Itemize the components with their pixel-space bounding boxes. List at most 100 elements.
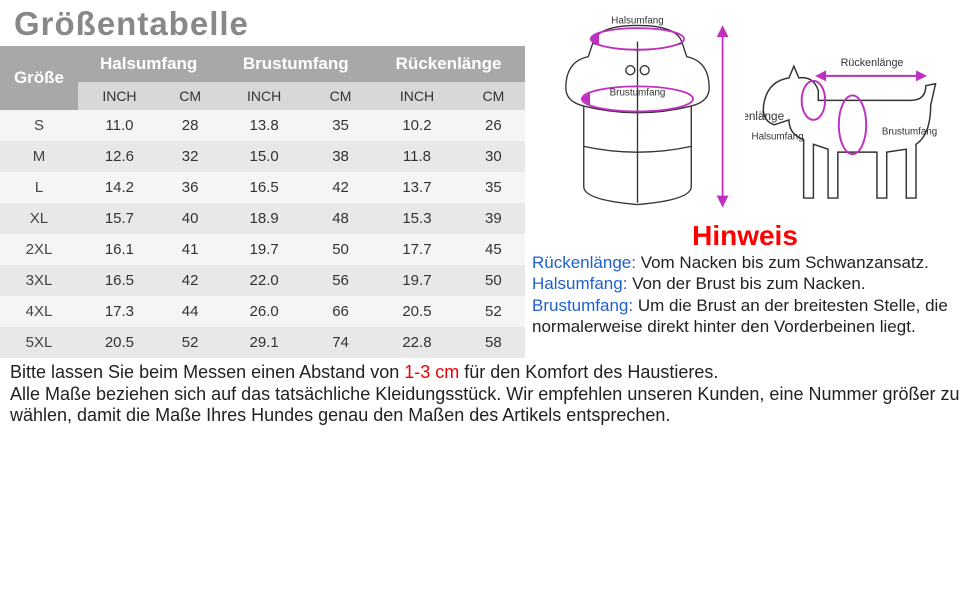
- cell: 20.5: [78, 327, 161, 358]
- cell: S: [0, 110, 78, 141]
- dog-back-label: Rückenlänge: [841, 57, 904, 69]
- cell: 19.7: [219, 234, 309, 265]
- cell: 3XL: [0, 265, 78, 296]
- size-table: Größe Halsumfang Brustumfang Rückenlänge…: [0, 46, 525, 358]
- note1b: für den Komfort des Haustieres.: [459, 362, 718, 382]
- cell: 36: [161, 172, 219, 203]
- table-row: 2XL16.14119.75017.745: [0, 234, 525, 265]
- table-section: Größentabelle Größe Halsumfang Brustumfa…: [0, 0, 525, 358]
- cell: 16.5: [78, 265, 161, 296]
- cell: 15.0: [219, 141, 309, 172]
- cell: 52: [161, 327, 219, 358]
- cell: 52: [462, 296, 525, 327]
- cell: 13.8: [219, 110, 309, 141]
- cell: 74: [309, 327, 372, 358]
- diagrams: Halsumfang Brustumfang Rückenlänge: [530, 5, 960, 225]
- cell: 26.0: [219, 296, 309, 327]
- table-row: XL15.74018.94815.339: [0, 203, 525, 234]
- cell: 22.0: [219, 265, 309, 296]
- cell: 41: [161, 234, 219, 265]
- unit-row: INCH CM INCH CM INCH CM: [0, 82, 525, 110]
- cell: 15.7: [78, 203, 161, 234]
- cell: 15.3: [372, 203, 462, 234]
- cell: 17.7: [372, 234, 462, 265]
- cell: 4XL: [0, 296, 78, 327]
- col-back: Rückenlänge: [372, 46, 525, 82]
- top-section: Größentabelle Größe Halsumfang Brustumfa…: [0, 0, 970, 358]
- cell: 17.3: [78, 296, 161, 327]
- unit-cm: CM: [462, 82, 525, 110]
- cell: 42: [309, 172, 372, 203]
- note1a: Bitte lassen Sie beim Messen einen Absta…: [10, 362, 404, 382]
- page-title: Größentabelle: [0, 0, 525, 46]
- cell: 16.5: [219, 172, 309, 203]
- vest-chest-label: Brustumfang: [610, 87, 666, 98]
- table-row: 4XL17.34426.06620.552: [0, 296, 525, 327]
- cell: XL: [0, 203, 78, 234]
- hint-back-text: Vom Nacken bis zum Schwanzansatz.: [636, 253, 929, 272]
- cell: 11.0: [78, 110, 161, 141]
- cell: 2XL: [0, 234, 78, 265]
- header-row: Größe Halsumfang Brustumfang Rückenlänge: [0, 46, 525, 82]
- dog-neck-label: Halsumfang: [752, 131, 804, 142]
- cell: 35: [462, 172, 525, 203]
- cell: 44: [161, 296, 219, 327]
- cell: 22.8: [372, 327, 462, 358]
- table-row: M12.63215.03811.830: [0, 141, 525, 172]
- cell: 40: [161, 203, 219, 234]
- cell: 38: [309, 141, 372, 172]
- cell: 50: [462, 265, 525, 296]
- cell: 16.1: [78, 234, 161, 265]
- cell: 28: [161, 110, 219, 141]
- unit-inch: INCH: [372, 82, 462, 110]
- unit-inch: INCH: [78, 82, 161, 110]
- hint-neck-label: Halsumfang:: [532, 274, 627, 293]
- cell: 14.2: [78, 172, 161, 203]
- cell: 58: [462, 327, 525, 358]
- cell: 35: [309, 110, 372, 141]
- vest-neck-label: Halsumfang: [611, 16, 664, 27]
- cell: 56: [309, 265, 372, 296]
- hint-back-label: Rückenlänge:: [532, 253, 636, 272]
- table-row: L14.23616.54213.735: [0, 172, 525, 203]
- cell: M: [0, 141, 78, 172]
- cell: 45: [462, 234, 525, 265]
- cell: 11.8: [372, 141, 462, 172]
- unit-inch: INCH: [219, 82, 309, 110]
- table-body: S11.02813.83510.226M12.63215.03811.830L1…: [0, 110, 525, 358]
- cell: 19.7: [372, 265, 462, 296]
- cell: 66: [309, 296, 372, 327]
- col-size: Größe: [0, 46, 78, 110]
- hint-body: Rückenlänge: Vom Nacken bis zum Schwanza…: [530, 252, 960, 337]
- hint-neck-text: Von der Brust bis zum Nacken.: [627, 274, 865, 293]
- table-row: S11.02813.83510.226: [0, 110, 525, 141]
- cell: 48: [309, 203, 372, 234]
- note2: Alle Maße beziehen sich auf das tatsächl…: [10, 384, 960, 426]
- unit-cm: CM: [309, 82, 372, 110]
- vest-diagram: Halsumfang Brustumfang: [530, 5, 745, 225]
- hint-chest-label: Brustumfang:: [532, 296, 633, 315]
- cell: 18.9: [219, 203, 309, 234]
- dog-chest-label: Brustumfang: [882, 127, 937, 138]
- table-row: 3XL16.54222.05619.750: [0, 265, 525, 296]
- cell: 42: [161, 265, 219, 296]
- page: Größentabelle Größe Halsumfang Brustumfa…: [0, 0, 970, 600]
- cell: 29.1: [219, 327, 309, 358]
- cell: 12.6: [78, 141, 161, 172]
- table-row: 5XL20.55229.17422.858: [0, 327, 525, 358]
- cell: 10.2: [372, 110, 462, 141]
- bottom-notes: Bitte lassen Sie beim Messen einen Absta…: [0, 358, 970, 427]
- unit-cm: CM: [161, 82, 219, 110]
- dog-diagram: Rückenlänge Rückenlänge Halsumfang: [745, 5, 960, 225]
- cell: 32: [161, 141, 219, 172]
- note1-red: 1-3 cm: [404, 362, 459, 382]
- cell: 50: [309, 234, 372, 265]
- cell: 5XL: [0, 327, 78, 358]
- cell: 39: [462, 203, 525, 234]
- info-section: Halsumfang Brustumfang Rückenlänge: [525, 0, 970, 358]
- cell: 30: [462, 141, 525, 172]
- cell: 13.7: [372, 172, 462, 203]
- cell: 20.5: [372, 296, 462, 327]
- cell: 26: [462, 110, 525, 141]
- cell: L: [0, 172, 78, 203]
